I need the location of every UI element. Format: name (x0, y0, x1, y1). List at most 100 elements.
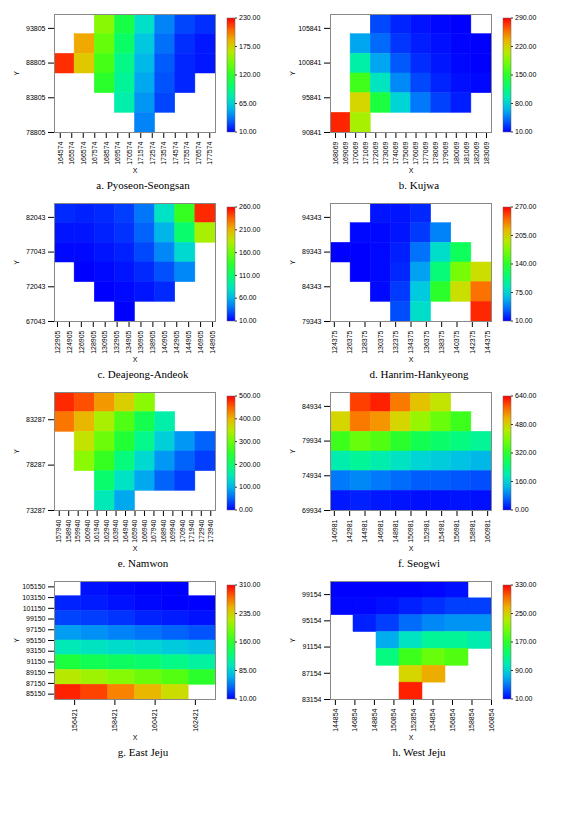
svg-text:161940: 161940 (93, 519, 100, 542)
svg-text:330.00: 330.00 (515, 581, 537, 588)
svg-text:142375: 142375 (469, 330, 476, 353)
svg-text:162421: 162421 (192, 708, 199, 731)
svg-text:205.00: 205.00 (515, 232, 537, 239)
svg-text:156421: 156421 (71, 708, 78, 731)
svg-text:10.00: 10.00 (515, 695, 533, 702)
svg-text:162940: 162940 (103, 519, 110, 542)
svg-text:0.00: 0.00 (515, 506, 529, 513)
svg-text:124905: 124905 (66, 330, 73, 353)
svg-text:X: X (409, 356, 414, 363)
svg-text:175069: 175069 (402, 141, 409, 164)
svg-text:79934: 79934 (302, 437, 322, 444)
svg-text:165940: 165940 (131, 519, 138, 542)
svg-text:X: X (133, 734, 138, 741)
svg-text:136375: 136375 (423, 330, 430, 353)
svg-text:75.00: 75.00 (515, 289, 533, 296)
svg-text:173069: 173069 (382, 141, 389, 164)
svg-text:152981: 152981 (423, 519, 430, 542)
svg-text:X: X (133, 356, 138, 363)
svg-text:164940: 164940 (122, 519, 129, 542)
svg-text:94343: 94343 (302, 214, 322, 221)
svg-text:140981: 140981 (331, 519, 338, 542)
svg-text:150854: 150854 (390, 708, 397, 731)
svg-text:177574: 177574 (206, 141, 213, 164)
svg-text:168069: 168069 (332, 141, 339, 164)
svg-text:130375: 130375 (377, 330, 384, 353)
svg-text:154981: 154981 (438, 519, 445, 542)
svg-text:160.00: 160.00 (515, 478, 537, 485)
svg-text:Y: Y (289, 449, 296, 454)
svg-text:182069: 182069 (473, 141, 480, 164)
svg-text:132375: 132375 (392, 330, 399, 353)
svg-text:169574: 169574 (114, 141, 121, 164)
svg-text:164574: 164574 (56, 141, 63, 164)
svg-text:120.00: 120.00 (239, 71, 261, 78)
svg-text:83154: 83154 (302, 696, 322, 703)
svg-text:Y: Y (289, 71, 296, 76)
svg-text:156981: 156981 (453, 519, 460, 542)
svg-text:132905: 132905 (113, 330, 120, 353)
svg-text:320.00: 320.00 (515, 449, 537, 456)
svg-text:166940: 166940 (141, 519, 148, 542)
svg-text:290.00: 290.00 (515, 14, 537, 21)
svg-text:95841: 95841 (302, 94, 322, 101)
svg-text:230.00: 230.00 (239, 14, 261, 21)
svg-text:60.00: 60.00 (239, 294, 257, 301)
svg-text:157940: 157940 (55, 519, 62, 542)
svg-text:144854: 144854 (332, 708, 339, 731)
svg-text:79343: 79343 (302, 318, 322, 325)
svg-text:126375: 126375 (346, 330, 353, 353)
svg-text:146905: 146905 (197, 330, 204, 353)
svg-text:138375: 138375 (438, 330, 445, 353)
svg-text:110.00: 110.00 (239, 272, 260, 279)
svg-text:128375: 128375 (361, 330, 368, 353)
svg-text:105150: 105150 (22, 583, 45, 590)
svg-text:138905: 138905 (149, 330, 156, 353)
svg-text:181069: 181069 (463, 141, 470, 164)
svg-text:130905: 130905 (101, 330, 108, 353)
svg-text:160981: 160981 (484, 519, 491, 542)
svg-text:78805: 78805 (26, 129, 46, 136)
svg-text:Y: Y (13, 638, 20, 643)
svg-text:640.00: 640.00 (515, 392, 537, 399)
svg-text:91150: 91150 (27, 658, 46, 665)
svg-text:400.00: 400.00 (239, 415, 261, 422)
svg-text:Y: Y (13, 71, 20, 76)
svg-text:69934: 69934 (302, 507, 322, 514)
svg-text:95150: 95150 (26, 637, 46, 644)
svg-text:146981: 146981 (377, 519, 384, 542)
svg-text:84934: 84934 (302, 403, 322, 410)
svg-text:152854: 152854 (410, 708, 417, 731)
svg-text:169940: 169940 (169, 519, 176, 542)
svg-text:124375: 124375 (331, 330, 338, 353)
svg-text:72043: 72043 (26, 283, 46, 290)
svg-text:200.00: 200.00 (239, 461, 261, 468)
svg-text:150.00: 150.00 (515, 71, 537, 78)
svg-text:144981: 144981 (361, 519, 368, 542)
svg-text:158981: 158981 (469, 519, 476, 542)
svg-text:174574: 174574 (171, 141, 178, 164)
svg-text:165574: 165574 (68, 141, 75, 164)
svg-text:156854: 156854 (449, 708, 456, 731)
svg-text:77043: 77043 (26, 248, 46, 255)
svg-text:126905: 126905 (78, 330, 85, 353)
svg-text:170940: 170940 (179, 519, 186, 542)
svg-text:99154: 99154 (302, 591, 322, 598)
svg-text:168574: 168574 (102, 141, 109, 164)
svg-text:179069: 179069 (442, 141, 449, 164)
svg-text:144905: 144905 (185, 330, 192, 353)
svg-text:136905: 136905 (137, 330, 144, 353)
svg-text:128905: 128905 (89, 330, 96, 353)
svg-text:158940: 158940 (65, 519, 72, 542)
svg-text:175574: 175574 (183, 141, 190, 164)
svg-text:500.00: 500.00 (239, 392, 261, 399)
svg-text:134375: 134375 (407, 330, 414, 353)
svg-text:172574: 172574 (148, 141, 155, 164)
svg-text:93150: 93150 (26, 647, 46, 654)
svg-text:88805: 88805 (26, 59, 46, 66)
svg-text:154854: 154854 (429, 708, 436, 731)
svg-text:159940: 159940 (74, 519, 81, 542)
svg-text:85150: 85150 (26, 690, 46, 697)
svg-text:148854: 148854 (371, 708, 378, 731)
svg-text:Y: Y (13, 260, 20, 265)
